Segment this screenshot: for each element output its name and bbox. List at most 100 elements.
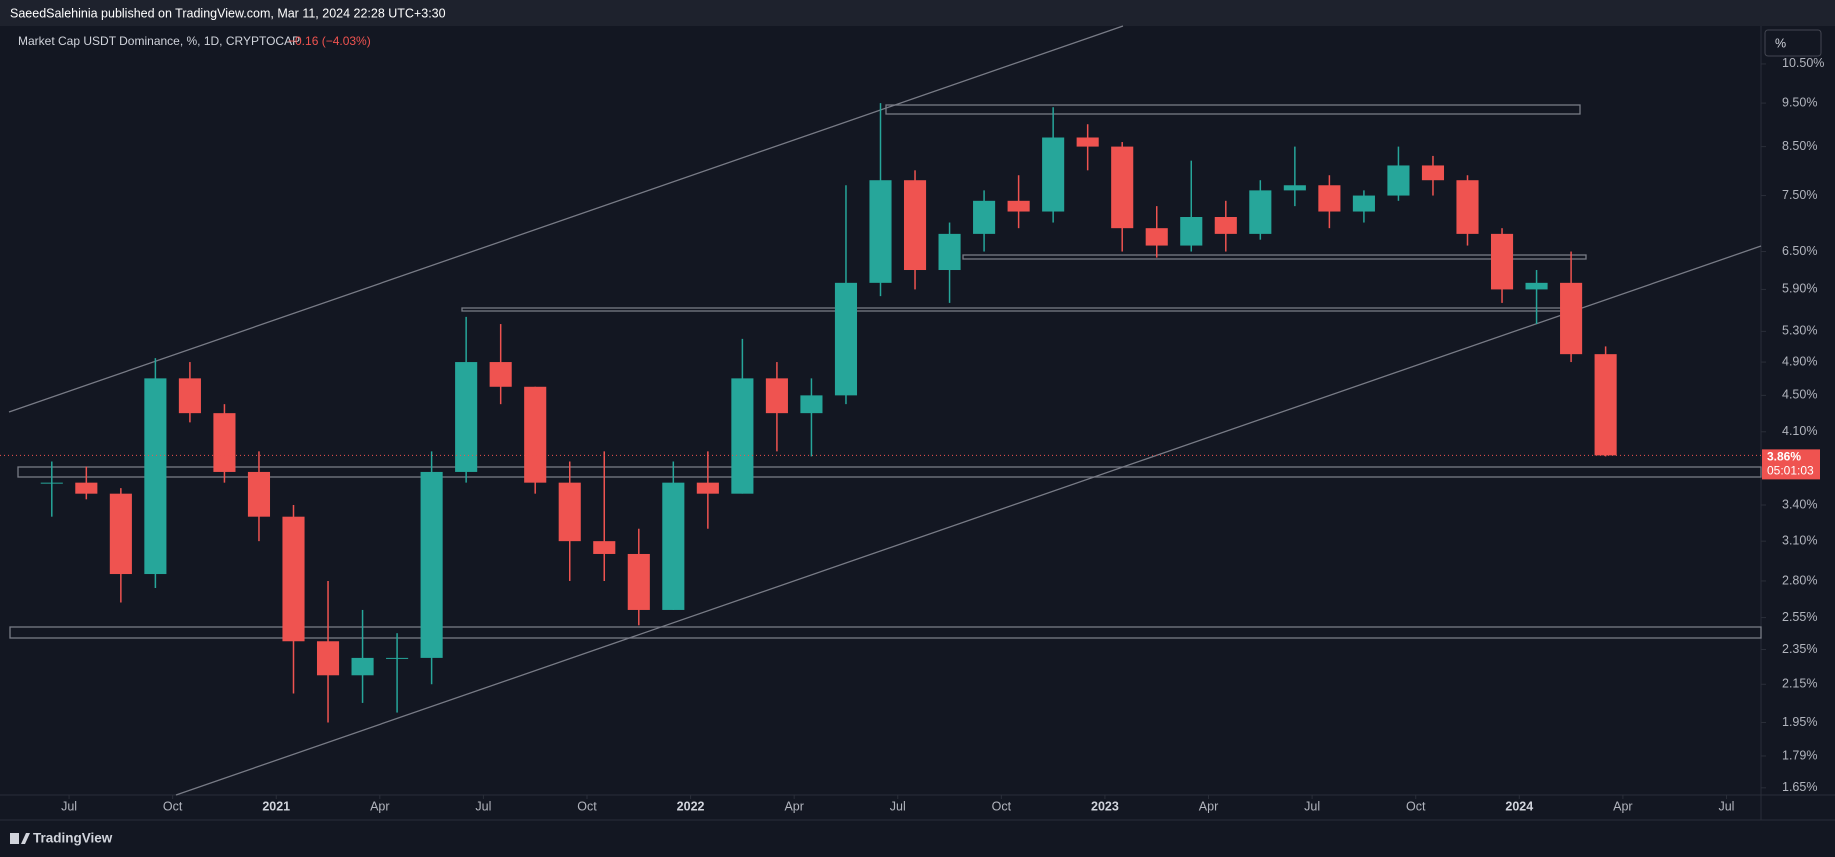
candle-body <box>109 493 132 575</box>
x-tick-label: Jul <box>890 799 906 813</box>
y-tick-label: 10.50% <box>1782 56 1824 70</box>
candle-body <box>1283 185 1306 191</box>
range-box <box>885 104 1581 115</box>
candle-body <box>869 180 892 283</box>
candle-body <box>489 362 512 387</box>
countdown-label: 05:01:03 <box>1767 464 1814 478</box>
y-tick-label: 2.15% <box>1782 677 1817 691</box>
last-price-label: 3.86% <box>1767 450 1801 464</box>
candle-body <box>1456 180 1479 234</box>
scale-mode-label[interactable]: % <box>1775 36 1786 50</box>
last-price-box <box>1762 449 1820 480</box>
logo-mark <box>21 833 30 844</box>
candle-body <box>455 362 478 472</box>
y-tick-label: 5.90% <box>1782 282 1817 296</box>
candle-body <box>282 516 305 642</box>
range-box <box>9 626 1762 639</box>
y-tick-label: 9.50% <box>1782 95 1817 109</box>
y-tick-label: 4.10% <box>1782 424 1817 438</box>
y-tick-label: 6.50% <box>1782 244 1817 258</box>
y-tick-label: 3.40% <box>1782 497 1817 511</box>
candle-body <box>938 233 961 271</box>
candle-body <box>662 482 685 610</box>
x-tick-label: Oct <box>992 799 1012 813</box>
candle-body <box>1318 185 1341 212</box>
y-tick-label: 4.50% <box>1782 388 1817 402</box>
x-tick-label: Jul <box>61 799 77 813</box>
candle-body <box>420 471 443 658</box>
candles <box>40 103 1617 723</box>
logo-mark <box>10 833 19 844</box>
candle-body <box>1214 216 1237 234</box>
x-tick-label: Oct <box>577 799 597 813</box>
candle-body <box>247 471 271 517</box>
x-tick-label: Apr <box>1613 799 1632 813</box>
candle-body <box>627 553 650 610</box>
x-tick-label: Oct <box>1406 799 1426 813</box>
candle-body <box>1145 228 1168 246</box>
x-tick-label: Apr <box>1199 799 1218 813</box>
candle-body <box>386 657 409 659</box>
logo <box>10 833 30 844</box>
candle-body <box>524 386 547 483</box>
drawings <box>8 25 1762 796</box>
candle-body <box>144 378 167 575</box>
candle-body <box>213 413 236 472</box>
candle-body <box>1421 165 1445 181</box>
y-tick-label: 1.79% <box>1782 748 1817 762</box>
x-tick-label: 2022 <box>677 799 705 813</box>
y-tick-label: 2.80% <box>1782 573 1817 587</box>
header-title: SaeedSalehinia published on TradingView.… <box>10 6 446 20</box>
channel-upper <box>8 25 1124 413</box>
y-tick-label: 5.30% <box>1782 324 1817 338</box>
candle-body <box>1525 282 1548 290</box>
x-tick-label: 2024 <box>1505 799 1533 813</box>
candle-body <box>316 641 340 676</box>
y-tick-label: 2.55% <box>1782 610 1817 624</box>
x-tick-label: 2021 <box>262 799 290 813</box>
y-tick-label: 3.10% <box>1782 533 1817 547</box>
x-tick-label: Apr <box>784 799 803 813</box>
candle-body <box>696 482 719 494</box>
candle-body <box>834 282 858 396</box>
candle-body <box>1560 282 1583 355</box>
candle-body <box>75 482 98 494</box>
candle-body <box>731 378 754 494</box>
candle-body <box>1180 216 1203 246</box>
candle-body <box>40 482 63 484</box>
y-tick-label: 8.50% <box>1782 139 1817 153</box>
candle-body <box>178 378 201 414</box>
candle-body <box>800 395 823 414</box>
candle-body <box>1076 137 1099 147</box>
range-box <box>962 254 1587 260</box>
footer-brand: TradingView <box>33 831 113 846</box>
candle-body <box>1007 200 1030 212</box>
legend-title: Market Cap USDT Dominance, %, 1D, CRYPTO… <box>18 34 300 48</box>
x-tick-label: Jul <box>475 799 491 813</box>
scale-mode-button[interactable] <box>1764 29 1822 57</box>
candle-body <box>1352 195 1375 212</box>
candle-body <box>765 378 788 414</box>
y-tick-label: 1.95% <box>1782 715 1817 729</box>
y-tick-label: 1.65% <box>1782 780 1817 794</box>
y-tick-label: 4.90% <box>1782 354 1817 368</box>
candle-body <box>1490 233 1514 290</box>
candle-body <box>351 657 374 676</box>
candle-body <box>1042 137 1065 212</box>
x-tick-label: Jul <box>1718 799 1734 813</box>
y-tick-label: 7.50% <box>1782 188 1817 202</box>
range-box <box>17 466 1762 478</box>
x-tick-label: Oct <box>163 799 183 813</box>
y-tick-label: 2.35% <box>1782 642 1817 656</box>
header-bar <box>0 0 1835 26</box>
candle-body <box>1387 165 1410 196</box>
legend-change: −0.16 (−4.03%) <box>288 34 371 48</box>
channel-lower <box>175 245 1762 796</box>
candle-body <box>1594 354 1617 456</box>
x-tick-label: Jul <box>1304 799 1320 813</box>
candle-body <box>558 482 581 542</box>
candle-body <box>593 541 616 554</box>
candle-body <box>973 200 996 234</box>
